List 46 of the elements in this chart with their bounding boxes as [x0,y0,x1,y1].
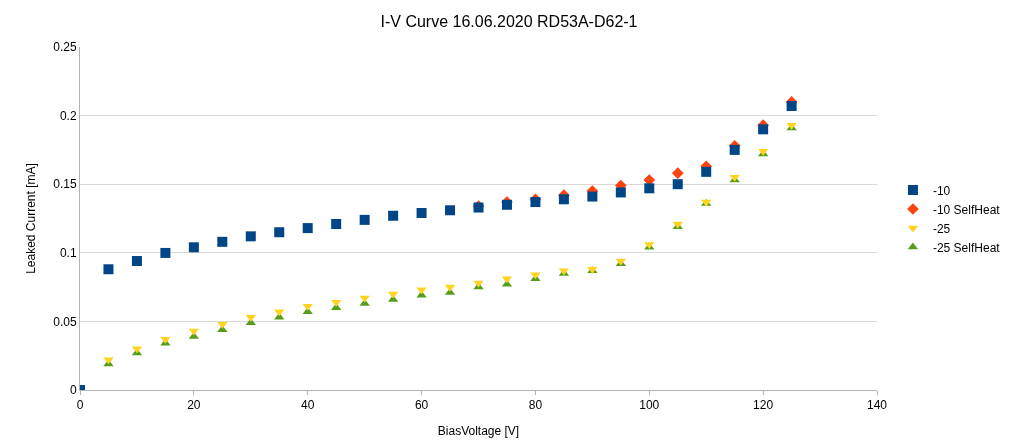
point [416,208,427,219]
x-tick-label: 60 [414,398,429,413]
point [558,194,569,205]
point [786,101,797,111]
point [701,166,712,177]
legend-label: -10 SelfHeat [932,202,1001,217]
legend-label: -25 [932,221,951,236]
legend-label: -25 SelfHeat [932,240,1001,255]
point [131,256,142,267]
y-tick-label: 0.1 [59,246,77,260]
point [331,218,342,229]
point [388,210,399,221]
x-tick-label: 80 [528,398,543,413]
point [103,264,114,275]
point [672,179,683,190]
point [302,223,313,234]
x-tick-label: 100 [639,398,660,413]
point [587,191,598,202]
point [758,124,769,135]
point [644,183,655,194]
point [671,167,684,180]
y-tick-label: 0.25 [53,40,77,55]
point [729,144,740,155]
x-axis-title: BiasVoltage [V] [437,424,520,439]
point [188,242,199,253]
point [530,197,541,208]
point [217,321,228,329]
x-tick-label: 120 [753,398,774,413]
x-tick-label: 140 [866,398,888,413]
y-tick-label: 0.15 [53,177,77,192]
point [217,236,228,247]
x-tick-label: 40 [301,398,315,413]
point [359,214,370,225]
chart-title: I-V Curve 16.06.2020 RD53A-D62-1 [380,12,638,30]
y-tick-label: 0 [69,383,77,398]
point [160,247,171,258]
point [245,231,256,242]
y-axis-title: Leaked Current [mA] [23,163,38,274]
legend-label: -10 [932,183,951,198]
x-tick-label: 20 [187,398,201,413]
y-tick-label: 0.2 [59,108,77,123]
point [359,295,370,303]
y-tick-label: 0.05 [53,314,77,329]
point [445,205,456,216]
point [615,187,626,198]
point [274,227,285,238]
